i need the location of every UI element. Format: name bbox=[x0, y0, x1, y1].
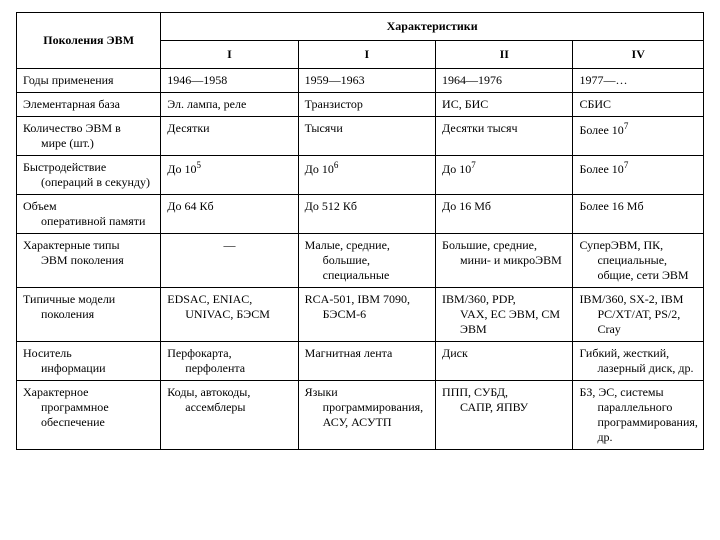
cell: Десятки тысяч bbox=[436, 117, 573, 156]
table-row: Объемоперативной памятиДо 64 КбДо 512 Кб… bbox=[17, 195, 704, 234]
corner-header: Поколения ЭВМ bbox=[17, 13, 161, 69]
cell: ИС, БИС bbox=[436, 93, 573, 117]
row-label: Типичные моделипоколения bbox=[17, 288, 161, 342]
cell: Более 16 Мб bbox=[573, 195, 704, 234]
table-row: Быстродействие(операций в секунду)До 105… bbox=[17, 156, 704, 195]
gen-1: I bbox=[161, 41, 298, 69]
characteristics-header: Характеристики bbox=[161, 13, 704, 41]
cell: IBM/360, PDP,VAX, ЕС ЭВМ, СМ ЭВМ bbox=[436, 288, 573, 342]
table-row: Характерноепрограммное обеспечениеКоды, … bbox=[17, 381, 704, 450]
cell: До 106 bbox=[298, 156, 435, 195]
cell: Гибкий, жесткий,лазерный диск, др. bbox=[573, 342, 704, 381]
table-row: Типичные моделипоколенияEDSAC, ENIAC,UNI… bbox=[17, 288, 704, 342]
table-row: Годы применения1946—19581959—19631964—19… bbox=[17, 69, 704, 93]
cell: Десятки bbox=[161, 117, 298, 156]
cell: До 64 Кб bbox=[161, 195, 298, 234]
cell: Более 107 bbox=[573, 156, 704, 195]
cell: Магнитная лента bbox=[298, 342, 435, 381]
row-label: Носительинформации bbox=[17, 342, 161, 381]
cell: БЗ, ЭС, системыпараллельного программиро… bbox=[573, 381, 704, 450]
cell: Коды, автокоды,ассемблеры bbox=[161, 381, 298, 450]
cell: Диск bbox=[436, 342, 573, 381]
gen-3: II bbox=[436, 41, 573, 69]
cell: Эл. лампа, реле bbox=[161, 93, 298, 117]
cell: ППП, СУБД,САПР, ЯПВУ bbox=[436, 381, 573, 450]
row-label: Количество ЭВМ вмире (шт.) bbox=[17, 117, 161, 156]
row-label: Характерноепрограммное обеспечение bbox=[17, 381, 161, 450]
cell: Более 107 bbox=[573, 117, 704, 156]
cell: 1977—… bbox=[573, 69, 704, 93]
cell: 1946—1958 bbox=[161, 69, 298, 93]
cell: До 107 bbox=[436, 156, 573, 195]
gen-4: IV bbox=[573, 41, 704, 69]
row-label: Объемоперативной памяти bbox=[17, 195, 161, 234]
cell: СБИС bbox=[573, 93, 704, 117]
cell: Большие, средние,мини- и микроЭВМ bbox=[436, 234, 573, 288]
cell: Языкипрограммирования, АСУ, АСУТП bbox=[298, 381, 435, 450]
row-label: Годы применения bbox=[17, 69, 161, 93]
gen-2: I bbox=[298, 41, 435, 69]
row-label: Быстродействие(операций в секунду) bbox=[17, 156, 161, 195]
cell: 1959—1963 bbox=[298, 69, 435, 93]
cell: IBM/360, SX-2, IBMPC/XT/AT, PS/2, Cray bbox=[573, 288, 704, 342]
cell: 1964—1976 bbox=[436, 69, 573, 93]
cell: RCA-501, IBM 7090,БЭСМ-6 bbox=[298, 288, 435, 342]
cell: СуперЭВМ, ПК,специальные, общие, сети ЭВ… bbox=[573, 234, 704, 288]
cell: До 16 Мб bbox=[436, 195, 573, 234]
table-body: Годы применения1946—19581959—19631964—19… bbox=[17, 69, 704, 450]
cell: Перфокарта,перфолента bbox=[161, 342, 298, 381]
cell: До 105 bbox=[161, 156, 298, 195]
header-row-1: Поколения ЭВМ Характеристики bbox=[17, 13, 704, 41]
table-row: Количество ЭВМ вмире (шт.)ДесяткиТысячиД… bbox=[17, 117, 704, 156]
cell: EDSAC, ENIAC,UNIVAC, БЭСМ bbox=[161, 288, 298, 342]
cell: — bbox=[161, 234, 298, 288]
row-label: Элементарная база bbox=[17, 93, 161, 117]
cell: Тысячи bbox=[298, 117, 435, 156]
generations-table: Поколения ЭВМ Характеристики I I II IV Г… bbox=[16, 12, 704, 450]
cell: До 512 Кб bbox=[298, 195, 435, 234]
table-row: Элементарная базаЭл. лампа, релеТранзист… bbox=[17, 93, 704, 117]
cell: Малые, средние,большие, специальные bbox=[298, 234, 435, 288]
table-row: Характерные типыЭВМ поколения—Малые, сре… bbox=[17, 234, 704, 288]
cell: Транзистор bbox=[298, 93, 435, 117]
table-row: НосительинформацииПерфокарта,перфолентаМ… bbox=[17, 342, 704, 381]
row-label: Характерные типыЭВМ поколения bbox=[17, 234, 161, 288]
